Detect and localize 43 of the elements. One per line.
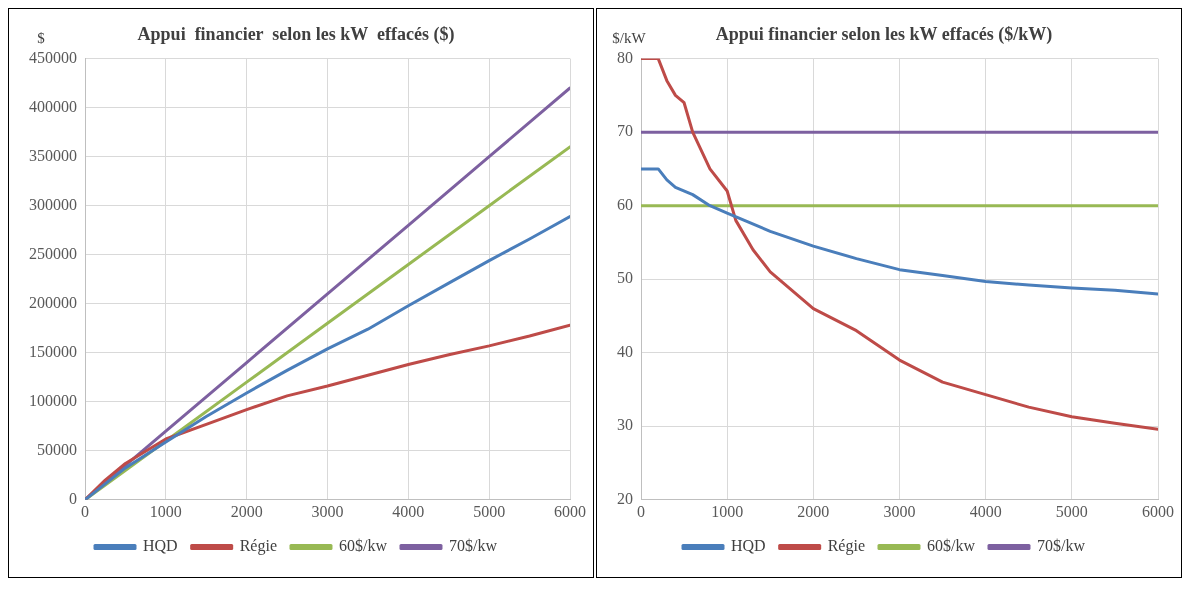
y-tick-label: 20 — [617, 490, 633, 507]
x-tick-label: 2000 — [230, 502, 263, 520]
legend-label: Régie — [827, 537, 865, 556]
y-tick-label: 0 — [69, 490, 77, 507]
x-tick-label: 4000 — [392, 502, 425, 520]
x-tick-label: 5000 — [1055, 502, 1088, 520]
y-tick-label: 400000 — [29, 97, 77, 115]
x-tick-label: 2000 — [797, 502, 830, 520]
x-tick-label: 0 — [637, 502, 645, 520]
x-tick-label: 0 — [81, 502, 89, 520]
y-tick-label: 60 — [617, 195, 633, 213]
y-tick-label: 350000 — [29, 146, 77, 164]
y-tick-label: 50 — [617, 269, 633, 287]
y-tick-label: 50000 — [37, 440, 77, 458]
x-tick-label: 5000 — [473, 502, 506, 520]
y-tick-label: 450000 — [29, 48, 77, 66]
legend-label: HQD — [731, 537, 766, 555]
chart-title: Appui financier selon les kW effacés ($/kW) — [715, 24, 1053, 46]
x-tick-label: 3000 — [883, 502, 916, 520]
x-tick-label: 3000 — [311, 502, 344, 520]
y-tick-label: 300000 — [29, 195, 77, 213]
y-tick-label: 150000 — [29, 342, 77, 360]
y-tick-label: 200000 — [29, 293, 77, 311]
legend-label: Régie — [239, 537, 277, 556]
y-tick-label: 100000 — [29, 391, 77, 409]
y-tick-label: 80 — [617, 48, 633, 66]
y-axis-title: $/kW — [612, 30, 647, 47]
x-tick-label: 1000 — [149, 502, 182, 520]
y-tick-label: 40 — [617, 342, 633, 360]
x-tick-label: 4000 — [969, 502, 1002, 520]
x-tick-label: 6000 — [1142, 502, 1174, 520]
chart-title: Appui financier selon les kW effacés ($) — [137, 24, 455, 46]
legend-label: 60$/kw — [338, 537, 388, 555]
y-tick-label: 30 — [617, 416, 633, 434]
y-tick-label: 250000 — [29, 244, 77, 262]
legend-label: 70$/kw — [1036, 537, 1086, 555]
y-tick-label: 70 — [617, 122, 633, 140]
legend-label: 60$/kw — [926, 537, 976, 555]
x-tick-label: 1000 — [711, 502, 744, 520]
y-axis-title: $ — [37, 30, 46, 47]
legend-label: HQD — [143, 537, 178, 555]
x-tick-label: 6000 — [554, 502, 586, 520]
legend-label: 70$/kw — [448, 537, 498, 555]
